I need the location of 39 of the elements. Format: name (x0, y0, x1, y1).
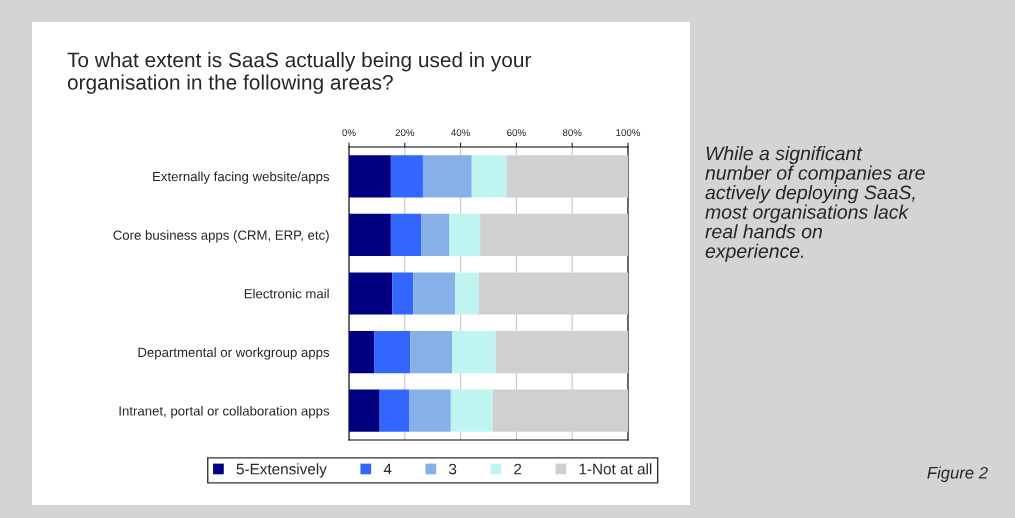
x-tick-label: 80% (562, 129, 582, 137)
text: While a significant number of companies are actively deploying SaaS, most organisations lack real hands on experience. (705, 146, 925, 262)
legend-label: 2 (514, 463, 522, 475)
caption: Figure 2 (927, 466, 988, 482)
x-tick-label: 0% (342, 129, 356, 137)
x-tick-label: 60% (507, 129, 526, 137)
bar (413, 272, 456, 315)
bar (471, 155, 507, 198)
bar (349, 213, 391, 256)
bar (349, 389, 380, 432)
bar (379, 389, 409, 432)
legend-label: 5-Extensively (236, 463, 327, 478)
bar (410, 331, 453, 374)
y-tick-label: Departmental or workgroup apps (138, 347, 330, 360)
bar (421, 213, 450, 256)
bar (408, 389, 451, 432)
bar (450, 389, 493, 432)
legend-label: 1-Not at all (579, 463, 652, 475)
bar (390, 155, 423, 198)
y-tick-label: Core business apps (CRM, ERP, etc) (113, 230, 329, 243)
bar (455, 272, 479, 315)
x-tick-label: 100% (616, 129, 641, 137)
chart-title: To what extent is SaaS actually being used in your organisation in the following areas? (67, 52, 532, 94)
legend-label: 3 (448, 463, 457, 475)
x-tick-label: 40% (451, 129, 470, 137)
bar (349, 272, 393, 315)
bar (422, 155, 472, 198)
bar (349, 331, 375, 374)
legend-label: 4 (383, 463, 392, 475)
bar (349, 155, 391, 198)
bar (374, 331, 411, 374)
y-tick-label: Electronic mail (244, 288, 329, 299)
y-tick-label: Intranet, portal or collaboration apps (119, 405, 330, 419)
bar (449, 213, 481, 256)
bar (392, 272, 414, 315)
x-tick-label: 20% (395, 129, 415, 137)
bar (452, 331, 496, 374)
y-tick-label: Externally facing website/apps (153, 171, 330, 184)
bar (390, 213, 422, 256)
